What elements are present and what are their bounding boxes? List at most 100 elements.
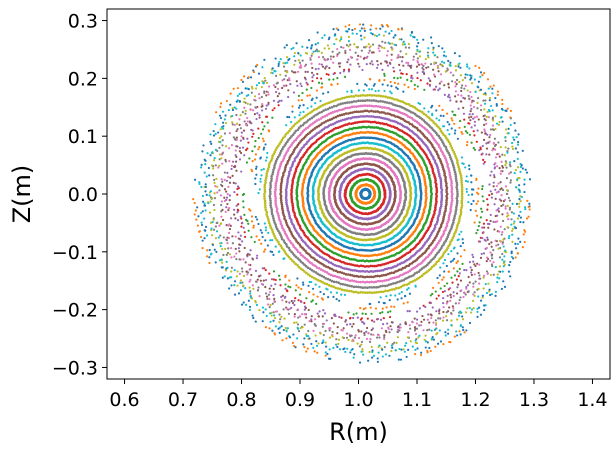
- poincare-point: [260, 132, 263, 135]
- poincare-point: [238, 158, 242, 161]
- poincare-point: [242, 258, 245, 261]
- poincare-point: [368, 88, 371, 91]
- poincare-point: [501, 164, 504, 168]
- poincare-point: [482, 162, 485, 165]
- poincare-point: [297, 94, 301, 97]
- poincare-point: [475, 177, 478, 180]
- poincare-point: [458, 272, 461, 275]
- poincare-point: [268, 85, 271, 88]
- poincare-point: [272, 293, 275, 297]
- poincare-point: [399, 76, 402, 79]
- poincare-point: [457, 283, 460, 286]
- poincare-point: [233, 213, 236, 216]
- poincare-point: [381, 83, 384, 86]
- poincare-point: [410, 74, 413, 77]
- poincare-point: [455, 83, 458, 86]
- poincare-point: [283, 296, 286, 299]
- poincare-point: [497, 182, 500, 185]
- poincare-point: [455, 203, 459, 207]
- poincare-point: [466, 180, 469, 183]
- poincare-point: [486, 238, 489, 241]
- poincare-point: [297, 286, 300, 289]
- poincare-point: [432, 88, 435, 91]
- poincare-point: [346, 101, 349, 104]
- poincare-point: [463, 118, 466, 121]
- poincare-point: [368, 285, 371, 289]
- poincare-point: [280, 99, 283, 102]
- poincare-point: [263, 185, 266, 189]
- poincare-point: [448, 96, 451, 99]
- poincare-point: [269, 290, 272, 294]
- poincare-point: [461, 241, 465, 245]
- poincare-point: [377, 89, 380, 92]
- poincare-point: [259, 229, 262, 232]
- poincare-point: [285, 124, 288, 127]
- poincare-point: [253, 158, 257, 161]
- poincare-point: [413, 326, 417, 329]
- poincare-point: [342, 327, 345, 330]
- poincare-point: [435, 109, 438, 112]
- poincare-point: [276, 87, 280, 91]
- poincare-point: [235, 136, 238, 139]
- poincare-point: [266, 121, 269, 124]
- poincare-point: [442, 232, 445, 236]
- poincare-point: [386, 64, 390, 67]
- poincare-point: [255, 257, 258, 260]
- poincare-point: [451, 281, 454, 284]
- poincare-point: [243, 106, 246, 109]
- poincare-point: [347, 95, 351, 99]
- poincare-point: [409, 194, 412, 197]
- poincare-point: [254, 153, 257, 156]
- poincare-point: [469, 104, 472, 107]
- poincare-point: [389, 90, 392, 93]
- poincare-point: [282, 85, 286, 88]
- poincare-point: [383, 79, 386, 82]
- poincare-point: [274, 188, 277, 191]
- poincare-point: [400, 297, 403, 300]
- poincare-point: [294, 296, 297, 300]
- poincare-point: [454, 129, 457, 132]
- poincare-point: [254, 215, 257, 219]
- poincare-point: [265, 174, 268, 178]
- poincare-point: [246, 137, 249, 140]
- poincare-point: [300, 300, 303, 304]
- poincare-point: [223, 188, 227, 191]
- poincare-point: [316, 72, 319, 76]
- poincare-point: [449, 260, 453, 263]
- poincare-point: [251, 160, 254, 163]
- poincare-point: [479, 146, 482, 149]
- poincare-point: [256, 254, 259, 257]
- poincare-point: [346, 284, 349, 287]
- poincare-point: [264, 268, 267, 272]
- poincare-point: [265, 172, 269, 175]
- poincare-point: [442, 301, 445, 305]
- poincare-point: [464, 166, 467, 169]
- poincare-point: [311, 299, 314, 302]
- poincare-point: [365, 57, 368, 60]
- poincare-point: [487, 226, 490, 229]
- poincare-point: [253, 113, 256, 116]
- poincare-point: [370, 99, 374, 102]
- poincare-point: [329, 58, 332, 61]
- poincare-point: [315, 107, 318, 111]
- poincare-point: [293, 299, 296, 302]
- poincare-point: [390, 102, 393, 105]
- poincare-point: [220, 215, 223, 218]
- poincare-point: [433, 73, 436, 76]
- poincare-point: [336, 54, 339, 57]
- poincare-point: [273, 297, 276, 300]
- poincare-point: [383, 302, 386, 305]
- poincare-point: [496, 165, 499, 168]
- poincare-point: [255, 235, 258, 238]
- poincare-point: [384, 95, 387, 98]
- poincare-point: [455, 181, 459, 185]
- poincare-point: [288, 279, 291, 282]
- poincare-point: [485, 219, 488, 222]
- poincare-point: [279, 284, 282, 287]
- poincare-point: [457, 275, 460, 278]
- poincare-point: [251, 109, 255, 112]
- poincare-point: [437, 294, 440, 297]
- poincare-point: [286, 290, 289, 293]
- poincare-point: [417, 101, 420, 105]
- poincare-point: [322, 92, 325, 95]
